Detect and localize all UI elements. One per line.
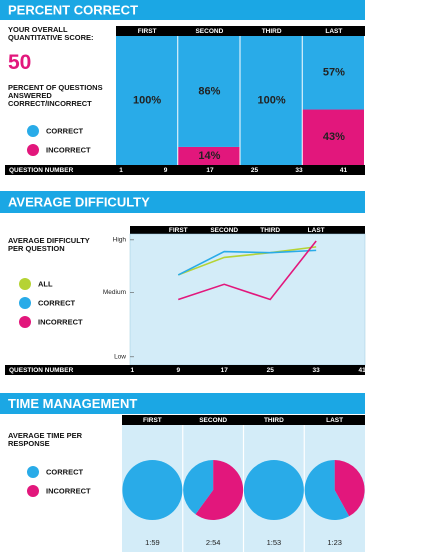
- note: AVERAGE DIFFICULTY PER QUESTION: [8, 236, 90, 253]
- value-label: 100%: [258, 94, 286, 106]
- x-tick-label: 41: [359, 367, 367, 374]
- legend-label: CORRECT: [46, 467, 84, 476]
- column-header-bar: [116, 26, 365, 36]
- note: PERCENT OF QUESTIONS ANSWERED CORRECT/IN…: [8, 83, 103, 108]
- y-tick-label: Medium: [103, 289, 126, 296]
- column-header: THIRD: [260, 227, 280, 234]
- column-header: LAST: [326, 417, 343, 424]
- value-label: 86%: [198, 85, 220, 97]
- column-header-bar: [122, 415, 365, 425]
- legend-label: INCORRECT: [46, 486, 91, 495]
- x-tick-label: 25: [267, 367, 275, 374]
- column-header: FIRST: [138, 28, 157, 35]
- x-axis-label: QUESTION NUMBER: [9, 367, 74, 374]
- legend-swatch: [27, 485, 39, 497]
- time-label: 1:59: [145, 538, 160, 547]
- legend-label: ALL: [38, 279, 53, 288]
- x-axis-label: QUESTION NUMBER: [9, 167, 74, 174]
- legend-label: INCORRECT: [38, 317, 83, 326]
- legend-label: CORRECT: [38, 298, 76, 307]
- bar-segment: [302, 36, 364, 110]
- x-tick-label: 1: [130, 367, 134, 374]
- column-header: LAST: [325, 28, 342, 35]
- section-header: [0, 191, 365, 213]
- legend-swatch: [19, 297, 31, 309]
- section-title: PERCENT CORRECT: [8, 2, 138, 17]
- x-tick-label: 17: [221, 367, 229, 374]
- bar-segment: [302, 109, 364, 165]
- bar-segment: [240, 36, 302, 165]
- x-tick-label: 33: [295, 167, 303, 174]
- section-title: TIME MANAGEMENT: [8, 396, 137, 411]
- value-label: 57%: [323, 67, 345, 79]
- column-header: THIRD: [264, 417, 284, 424]
- line: [178, 240, 317, 301]
- section-header: [0, 393, 365, 414]
- bar-segment: [178, 146, 240, 165]
- bar-segment: [178, 36, 240, 147]
- column-header-bar: [130, 226, 365, 234]
- y-tick-label: High: [113, 237, 127, 244]
- pie-slice: [304, 460, 350, 520]
- section-header: [0, 0, 365, 20]
- note: AVERAGE TIME PER RESPONSE: [8, 431, 83, 448]
- axis-bar: [5, 365, 365, 375]
- legend-swatch: [19, 278, 31, 290]
- column-header: FIRST: [169, 227, 188, 234]
- axis-bar: [5, 165, 365, 175]
- pie-slice: [243, 460, 304, 520]
- x-tick-label: 33: [313, 367, 321, 374]
- column-header: SECOND: [195, 28, 223, 35]
- column-header: SECOND: [210, 227, 238, 234]
- section-title: AVERAGE DIFFICULTY: [8, 194, 150, 209]
- legend-label: CORRECT: [46, 126, 84, 135]
- column-header: THIRD: [262, 28, 282, 35]
- y-tick-label: Low: [114, 354, 126, 361]
- legend-swatch: [27, 125, 39, 137]
- column-header: SECOND: [199, 417, 227, 424]
- column-header: FIRST: [143, 417, 162, 424]
- x-tick-label: 1: [119, 167, 123, 174]
- time-label: 1:23: [327, 538, 342, 547]
- x-tick-label: 9: [176, 367, 180, 374]
- x-tick-label: 41: [340, 167, 348, 174]
- value-label: 14%: [198, 150, 220, 162]
- x-tick-label: 9: [164, 167, 168, 174]
- x-tick-label: 17: [206, 167, 214, 174]
- score: 50: [8, 51, 32, 74]
- plot-area: [129, 233, 366, 366]
- legend-swatch: [27, 144, 39, 156]
- x-tick-label: 25: [251, 167, 259, 174]
- legend-swatch: [19, 316, 31, 328]
- time-label: 1:53: [267, 538, 282, 547]
- line: [177, 246, 317, 276]
- pie-slice: [334, 460, 365, 517]
- column-header: LAST: [308, 227, 325, 234]
- legend-swatch: [27, 466, 39, 478]
- bar-segment: [116, 36, 178, 165]
- time-label: 2:54: [206, 538, 221, 547]
- legend-label: INCORRECT: [46, 145, 91, 154]
- pie-slice: [195, 460, 244, 520]
- line: [177, 249, 317, 276]
- value-label: 100%: [133, 94, 161, 106]
- score-label: YOUR OVERALL QUANTITATIVE SCORE:: [8, 25, 94, 42]
- pie-slice: [183, 460, 214, 515]
- pie-slice: [122, 460, 183, 520]
- value-label: 43%: [323, 131, 345, 143]
